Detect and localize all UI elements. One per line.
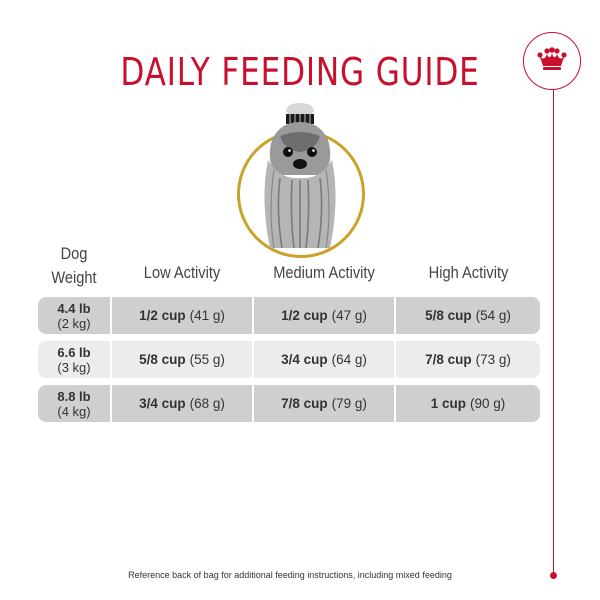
side-line-dot (550, 572, 557, 579)
cup-amount: 7/8 cup (425, 352, 472, 367)
gram-amount: (55 g) (189, 352, 225, 367)
weight-cell: 6.6 lb (3 kg) (38, 341, 110, 378)
table-row: 4.4 lb (2 kg) 1/2 cup (41 g) 1/2 cup (47… (38, 297, 540, 334)
low-activity-cell: 5/8 cup (55 g) (112, 341, 252, 378)
high-activity-cell: 1 cup (90 g) (396, 385, 540, 422)
gram-amount: (79 g) (331, 396, 367, 411)
cup-amount: 5/8 cup (139, 352, 186, 367)
cup-amount: 5/8 cup (425, 308, 472, 323)
gram-amount: (68 g) (189, 396, 225, 411)
header-weight-line2: Weight (51, 268, 97, 287)
low-activity-cell: 1/2 cup (41 g) (112, 297, 252, 334)
cup-amount: 1/2 cup (139, 308, 186, 323)
footnote: Reference back of bag for additional fee… (128, 570, 452, 580)
gram-amount: (54 g) (475, 308, 511, 323)
cup-amount: 3/4 cup (139, 396, 186, 411)
header-low-activity: Low Activity (143, 263, 221, 282)
weight-cell: 8.8 lb (4 kg) (38, 385, 110, 422)
low-activity-cell: 3/4 cup (68 g) (112, 385, 252, 422)
table-row: 8.8 lb (4 kg) 3/4 cup (68 g) 7/8 cup (79… (38, 385, 540, 422)
weight-kg: (4 kg) (57, 403, 91, 419)
header-high-activity: High Activity (428, 263, 509, 282)
cup-amount: 7/8 cup (281, 396, 328, 411)
weight-kg: (2 kg) (57, 315, 91, 331)
gram-amount: (64 g) (331, 352, 367, 367)
cup-amount: 1/2 cup (281, 308, 328, 323)
header-weight-line1: Dog (60, 244, 88, 263)
page-title: DAILY FEEDING GUIDE (120, 50, 480, 94)
gram-amount: (90 g) (469, 396, 506, 411)
gram-amount: (41 g) (189, 308, 225, 323)
table-row: 6.6 lb (3 kg) 5/8 cup (55 g) 3/4 cup (64… (38, 341, 540, 378)
medium-activity-cell: 7/8 cup (79 g) (254, 385, 394, 422)
weight-lb: 6.6 lb (57, 344, 91, 360)
cup-amount: 1 cup (430, 396, 466, 411)
cup-amount: 3/4 cup (281, 352, 328, 367)
medium-activity-cell: 3/4 cup (64 g) (254, 341, 394, 378)
yorkshire-terrier-dog-icon (264, 103, 336, 249)
high-activity-cell: 5/8 cup (54 g) (396, 297, 540, 334)
brand-badge (523, 32, 581, 90)
weight-lb: 8.8 lb (57, 388, 91, 404)
gram-amount: (73 g) (475, 352, 511, 367)
medium-activity-cell: 1/2 cup (47 g) (254, 297, 394, 334)
weight-kg: (3 kg) (57, 359, 91, 375)
high-activity-cell: 7/8 cup (73 g) (396, 341, 540, 378)
weight-cell: 4.4 lb (2 kg) (38, 297, 110, 334)
gram-amount: (47 g) (331, 308, 367, 323)
crown-icon (537, 47, 567, 70)
weight-lb: 4.4 lb (57, 300, 91, 316)
header-dog-weight: Dog Weight (40, 242, 109, 290)
side-divider-line (553, 86, 554, 576)
header-medium-activity: Medium Activity (273, 263, 375, 282)
